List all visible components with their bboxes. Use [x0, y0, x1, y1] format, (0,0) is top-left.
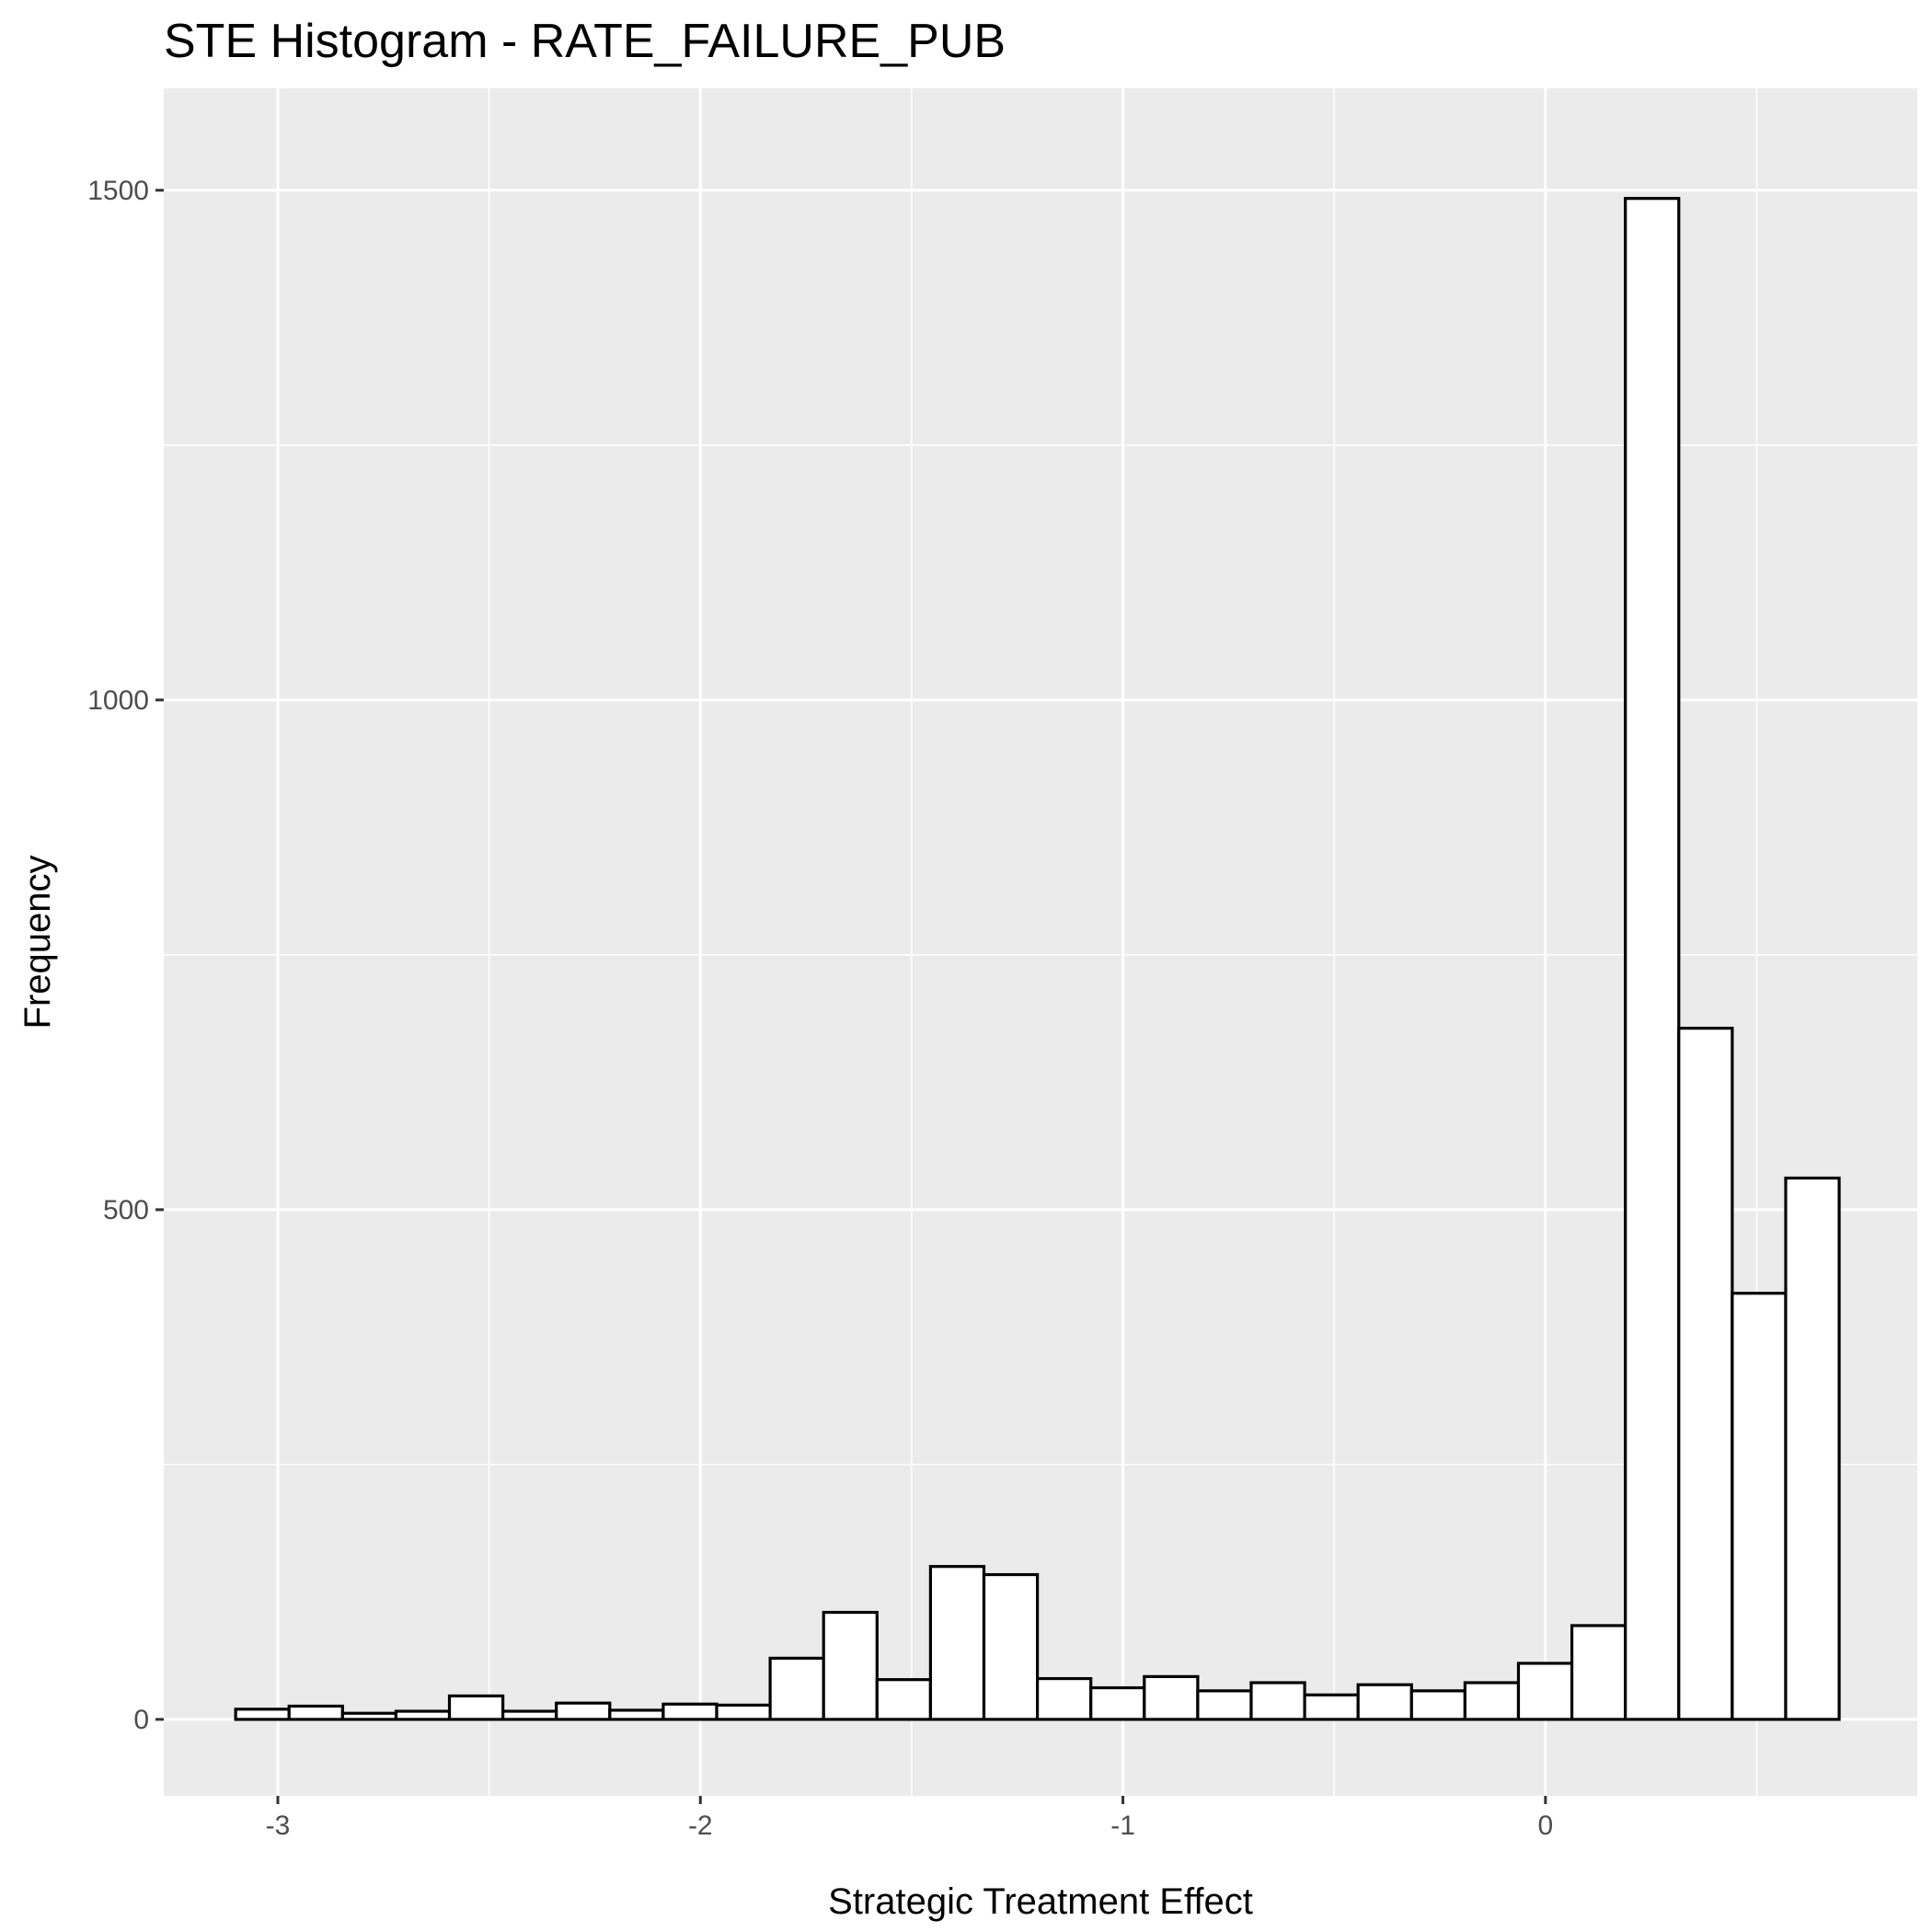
histogram-bar-8 — [661, 1702, 719, 1721]
histogram-bars — [234, 197, 1841, 1721]
histogram-bar-21 — [1356, 1683, 1413, 1721]
histogram-bar-5 — [501, 1709, 558, 1721]
histogram-bar-29 — [1784, 1176, 1841, 1721]
major-gridlines — [164, 88, 1917, 1796]
x-axis: -3 -2 -1 0 — [266, 1796, 1553, 1841]
histogram-bar-4 — [447, 1694, 505, 1721]
y-tick-label-0: 0 — [133, 1705, 149, 1735]
histogram-bar-18 — [1196, 1689, 1253, 1721]
y-tick-label-1: 500 — [103, 1195, 149, 1225]
chart-title: STE Histogram - RATE_FAILURE_PUB — [164, 15, 1006, 68]
histogram-bar-2 — [340, 1711, 398, 1721]
histogram-bar-1 — [287, 1704, 344, 1721]
x-tick-label-2: -1 — [1110, 1811, 1135, 1841]
histogram-bar-7 — [608, 1708, 665, 1721]
y-tick-label-3: 1500 — [87, 176, 149, 206]
histogram-bar-26 — [1624, 197, 1681, 1721]
histogram-bar-0 — [234, 1708, 291, 1721]
histogram-bar-3 — [394, 1709, 452, 1721]
histogram-bar-28 — [1731, 1292, 1788, 1721]
histogram-bar-13 — [928, 1565, 986, 1721]
histogram-bar-11 — [822, 1610, 879, 1721]
y-axis: 0 500 1000 1500 — [87, 176, 164, 1735]
histogram-bar-12 — [875, 1678, 933, 1721]
histogram-bar-27 — [1677, 1027, 1734, 1721]
histogram-bar-15 — [1036, 1676, 1093, 1721]
x-tick-label-0: -3 — [266, 1811, 291, 1841]
histogram-bar-14 — [982, 1572, 1040, 1721]
x-axis-title: Strategic Treatment Effect — [828, 1881, 1253, 1922]
histogram-bar-10 — [768, 1656, 825, 1721]
x-tick-label-3: 0 — [1537, 1811, 1553, 1841]
x-tick-label-1: -2 — [688, 1811, 713, 1841]
histogram-bar-6 — [555, 1701, 612, 1721]
histogram-bar-17 — [1143, 1674, 1200, 1721]
y-tick-label-2: 1000 — [87, 685, 149, 716]
histogram-bar-16 — [1089, 1685, 1146, 1721]
histogram-bar-22 — [1409, 1689, 1466, 1721]
histogram-bar-23 — [1463, 1681, 1521, 1721]
histogram-bar-25 — [1570, 1624, 1627, 1721]
histogram-bar-19 — [1249, 1681, 1306, 1721]
histogram-bar-24 — [1516, 1662, 1574, 1721]
histogram-bar-9 — [715, 1703, 772, 1721]
histogram-bar-20 — [1303, 1693, 1360, 1721]
y-axis-title: Frequency — [17, 856, 58, 1029]
